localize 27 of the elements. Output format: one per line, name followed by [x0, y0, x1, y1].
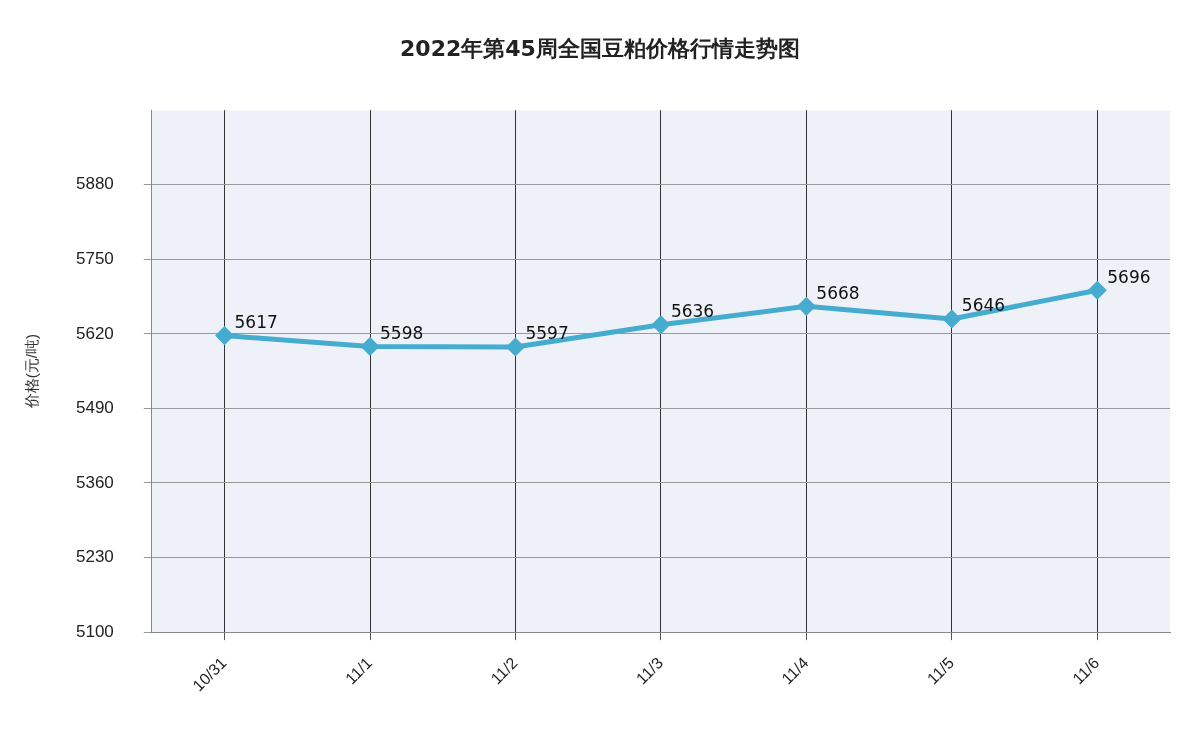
point: [652, 316, 670, 334]
data-label: 5646: [961, 295, 1006, 316]
data-label: 5617: [234, 312, 278, 333]
point: [361, 337, 379, 355]
y-tick-label: 5490: [75, 398, 114, 418]
y-tick-label: 5620: [75, 323, 114, 343]
y-tick-label: 5100: [75, 621, 114, 641]
data-label: 5668: [816, 282, 860, 303]
data-label: 5636: [670, 301, 715, 322]
y-tick-label: 5750: [75, 249, 114, 269]
y-tick-label: 5360: [75, 472, 114, 492]
y-tick-label: 5230: [75, 547, 114, 567]
point: [797, 297, 815, 315]
data-label: 5597: [525, 323, 569, 344]
x-tick-label: 11/1: [342, 654, 376, 688]
point: [216, 327, 234, 345]
y-tick-label: 5880: [75, 174, 114, 194]
chart-title: 2022年第45周全国豆粕价格行情走势图: [399, 35, 801, 63]
point: [1088, 281, 1106, 299]
point: [943, 310, 961, 328]
point: [506, 338, 524, 356]
data-label: 5696: [1107, 266, 1151, 287]
y-axis-title: 价格(元/吨): [23, 334, 41, 410]
data-label: 5598: [380, 322, 424, 343]
x-tick-label: 11/2: [487, 654, 521, 688]
x-tick-label: 11/6: [1069, 654, 1103, 688]
x-tick-label: 11/3: [632, 654, 667, 688]
